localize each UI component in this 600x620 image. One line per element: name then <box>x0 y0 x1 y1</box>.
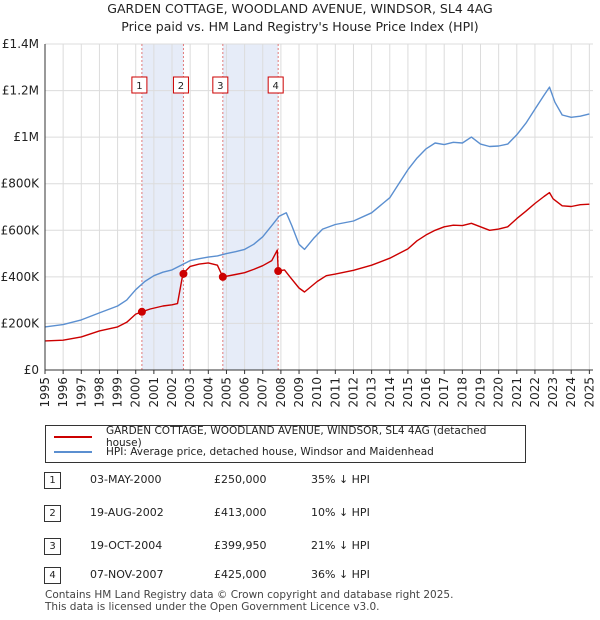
shaded-period <box>222 44 279 370</box>
y-tick-label: £800K <box>1 177 41 191</box>
x-tick-label: 2000 <box>129 377 143 408</box>
sale-number-badge: 4 <box>44 567 61 584</box>
footer-attribution: Contains HM Land Registry data © Crown c… <box>45 589 453 613</box>
hpi-line <box>44 86 590 328</box>
sale-marker-label: 4 <box>272 81 278 92</box>
x-tick-label: 2002 <box>165 377 179 408</box>
x-tick-label: 2012 <box>346 377 360 408</box>
x-tick-label: 1995 <box>38 377 52 408</box>
sale-number-badge: 3 <box>44 538 61 555</box>
y-tick-label: £1.2M <box>2 84 39 98</box>
x-tick-label: 2021 <box>510 377 524 408</box>
x-tick-label: 2001 <box>147 377 161 408</box>
y-tick-label: £0 <box>24 363 39 377</box>
sale-hpi-diff: 10% ↓ HPI <box>311 506 370 519</box>
sale-number-badge: 2 <box>44 505 61 522</box>
y-tick-label: £400K <box>1 270 41 284</box>
sale-row: 4 07-NOV-2007 £425,000 36% ↓ HPI <box>44 567 464 584</box>
sale-price: £250,000 <box>214 473 267 486</box>
sale-marker-label: 2 <box>178 81 184 92</box>
chart-subtitle: Price paid vs. HM Land Registry's House … <box>121 19 478 34</box>
y-tick-label: £600K <box>1 223 41 237</box>
x-tick-label: 2014 <box>383 377 397 408</box>
sale-point <box>179 269 188 278</box>
x-tick-label: 2008 <box>274 377 288 408</box>
sale-hpi-diff: 36% ↓ HPI <box>311 568 370 581</box>
sale-date: 07-NOV-2007 <box>90 568 164 581</box>
sale-hpi-diff: 21% ↓ HPI <box>311 539 370 552</box>
sale-price: £399,950 <box>214 539 267 552</box>
legend-swatch-property <box>54 436 92 438</box>
price-chart: GARDEN COTTAGE, WOODLAND AVENUE, WINDSOR… <box>1 1 597 408</box>
sale-marker-box <box>212 76 229 94</box>
legend-item-property: GARDEN COTTAGE, WOODLAND AVENUE, WINDSOR… <box>54 425 525 449</box>
x-tick-label: 2017 <box>437 377 451 408</box>
sale-point <box>274 267 283 276</box>
shaded-period <box>141 44 184 370</box>
sale-marker-label: 1 <box>136 81 142 92</box>
x-tick-label: 1998 <box>92 377 106 408</box>
chart-legend: GARDEN COTTAGE, WOODLAND AVENUE, WINDSOR… <box>45 425 526 463</box>
x-tick-label: 2020 <box>492 377 506 408</box>
footer-line-copyright: Contains HM Land Registry data © Crown c… <box>45 589 454 601</box>
sale-marker-box <box>172 76 189 94</box>
sale-marker-box <box>267 76 284 94</box>
sale-point <box>137 307 146 316</box>
x-tick-label: 2010 <box>310 377 324 408</box>
sale-date: 19-OCT-2004 <box>90 539 163 552</box>
x-tick-label: 2019 <box>473 377 487 408</box>
sale-hpi-diff: 35% ↓ HPI <box>311 473 370 486</box>
legend-label-property: GARDEN COTTAGE, WOODLAND AVENUE, WINDSOR… <box>105 425 487 449</box>
y-tick-label: £1M <box>13 130 39 144</box>
sale-date: 19-AUG-2002 <box>90 506 164 519</box>
x-tick-label: 2006 <box>238 377 252 408</box>
sale-price: £413,000 <box>214 506 267 519</box>
sale-point <box>218 272 227 281</box>
sale-row: 2 19-AUG-2002 £413,000 10% ↓ HPI <box>44 505 464 522</box>
x-tick-label: 2025 <box>582 377 596 408</box>
sale-row: 1 03-MAY-2000 £250,000 35% ↓ HPI <box>44 472 464 489</box>
x-tick-label: 2005 <box>219 377 233 408</box>
sale-marker-box <box>131 76 148 94</box>
chart-title: GARDEN COTTAGE, WOODLAND AVENUE, WINDSOR… <box>107 1 492 16</box>
legend-swatch-hpi <box>54 451 92 453</box>
x-tick-label: 2022 <box>528 377 542 408</box>
x-tick-label: 1997 <box>74 377 88 408</box>
x-tick-label: 2016 <box>419 377 433 408</box>
x-tick-label: 2013 <box>365 377 379 408</box>
x-tick-label: 2023 <box>546 377 560 408</box>
sale-price: £425,000 <box>214 568 267 581</box>
sale-marker-label: 3 <box>217 81 223 92</box>
x-tick-label: 2018 <box>455 377 469 408</box>
x-tick-label: 2004 <box>201 377 215 408</box>
x-tick-label: 2009 <box>292 377 306 408</box>
y-tick-label: £1.4M <box>2 37 39 51</box>
property-price-line <box>44 191 590 342</box>
x-tick-label: 2011 <box>328 377 342 408</box>
sale-number-badge: 1 <box>44 472 61 489</box>
x-tick-label: 2015 <box>401 377 415 408</box>
x-tick-label: 1999 <box>111 377 125 408</box>
x-tick-label: 1996 <box>56 377 70 408</box>
legend-label-hpi: HPI: Average price, detached house, Wind… <box>106 446 434 458</box>
x-tick-label: 2007 <box>256 377 270 408</box>
sale-row: 3 19-OCT-2004 £399,950 21% ↓ HPI <box>44 538 464 555</box>
sale-date: 03-MAY-2000 <box>90 473 162 486</box>
footer-line-licence: This data is licensed under the Open Gov… <box>45 601 380 613</box>
x-tick-label: 2024 <box>564 377 578 408</box>
x-tick-label: 2003 <box>183 377 197 408</box>
legend-item-hpi: HPI: Average price, detached house, Wind… <box>54 445 434 459</box>
y-tick-label: £200K <box>1 316 41 330</box>
plot-area <box>45 44 593 370</box>
